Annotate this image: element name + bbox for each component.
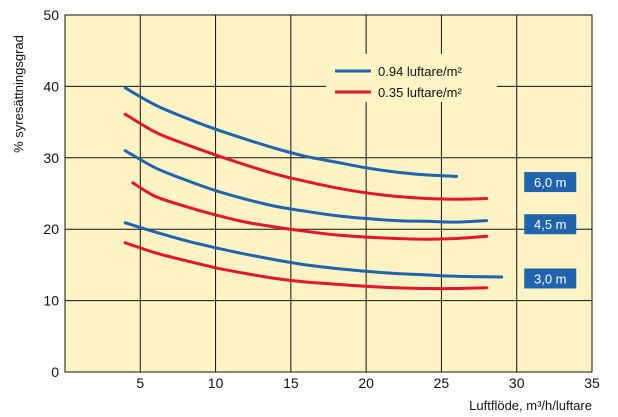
series-lines <box>123 86 504 291</box>
depth-label-text: 4,5 m <box>534 217 567 232</box>
depth-label-text: 3,0 m <box>534 271 567 286</box>
series-line-5 <box>123 241 489 291</box>
x-tick-label: 35 <box>584 375 600 391</box>
y-axis-title: % syresättningsgrad <box>11 35 26 153</box>
depth-label-1: 4,5 m <box>524 214 577 235</box>
y-tick-label: 40 <box>43 78 59 94</box>
depth-label-0: 6,0 m <box>524 172 577 193</box>
y-tick-label: 50 <box>43 7 59 23</box>
depth-label-background <box>524 172 577 193</box>
depth-label-text: 6,0 m <box>534 175 567 190</box>
depth-label-background <box>524 214 577 235</box>
series-line-3 <box>131 181 489 241</box>
depth-label-2: 3,0 m <box>524 268 577 289</box>
legend-background <box>326 54 497 102</box>
x-tick-label: 10 <box>208 375 224 391</box>
legend-label-0: 0.94 luftare/m² <box>378 64 462 79</box>
x-tick-label: 20 <box>358 375 374 391</box>
plot-frame <box>64 14 593 373</box>
x-tick-label: 30 <box>509 375 525 391</box>
series-line-1 <box>123 112 489 201</box>
series-line-4 <box>123 221 504 279</box>
y-tick-label: 30 <box>43 150 59 166</box>
tick-labels: 5 10 15 20 25 30 35 0 10 20 30 40 50 <box>43 7 600 391</box>
x-axis-title: Luftflöde, m³/h/luftare <box>469 398 592 413</box>
legend: 0.94 luftare/m² 0.35 luftare/m² <box>326 54 497 102</box>
series-line-0 <box>123 86 458 178</box>
depth-label-background <box>524 268 577 289</box>
y-tick-label: 10 <box>43 293 59 309</box>
x-tick-label: 5 <box>136 375 144 391</box>
depth-labels: 6,0 m 4,5 m 3,0 m <box>524 172 577 289</box>
y-tick-label: 0 <box>51 364 59 380</box>
x-tick-label: 25 <box>434 375 450 391</box>
series-line-2 <box>123 149 489 224</box>
y-tick-label: 20 <box>43 221 59 237</box>
x-tick-label: 15 <box>283 375 299 391</box>
legend-label-1: 0.35 luftare/m² <box>378 85 462 100</box>
